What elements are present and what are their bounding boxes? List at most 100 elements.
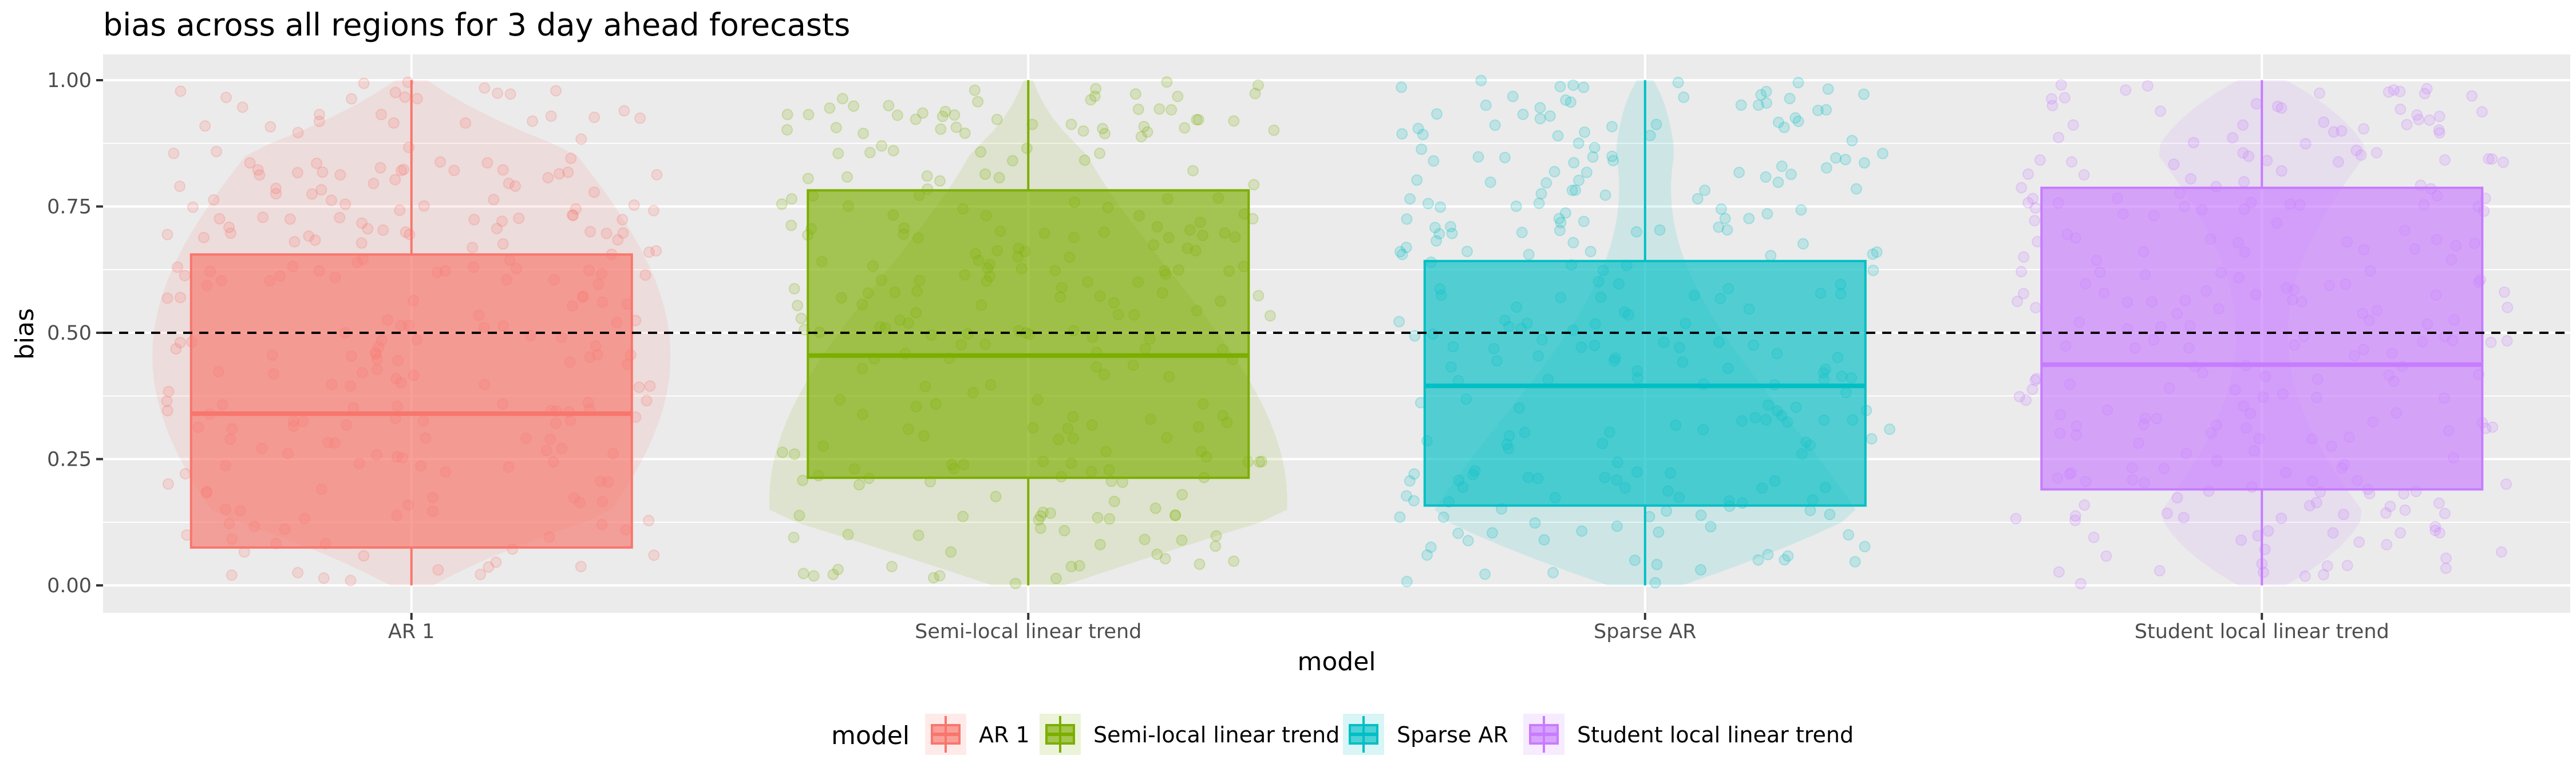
jitter-point <box>2055 79 2067 91</box>
jitter-point <box>1611 520 1623 532</box>
jitter-point <box>270 182 282 194</box>
x-axis-title: model <box>1297 647 1376 676</box>
jitter-point <box>959 127 971 139</box>
jitter-point <box>1517 108 1529 120</box>
jitter-point <box>1630 226 1642 238</box>
jitter-point <box>993 172 1005 184</box>
jitter-point <box>1735 99 1747 111</box>
jitter-point <box>2466 90 2478 102</box>
jitter-point <box>2336 125 2348 137</box>
jitter-point <box>1570 184 1581 196</box>
jitter-point <box>2237 119 2249 131</box>
jitter-point <box>1401 213 1413 225</box>
jitter-point <box>2424 114 2436 126</box>
jitter-point <box>1400 490 1412 502</box>
jitter-point <box>1462 534 1474 546</box>
jitter-point <box>1510 200 1522 213</box>
jitter-point <box>891 109 903 121</box>
jitter-point <box>1820 162 1832 174</box>
jitter-point <box>2370 147 2383 159</box>
jitter-point <box>208 194 220 206</box>
jitter-point <box>504 88 516 100</box>
jitter-point <box>2012 296 2023 308</box>
jitter-point <box>2314 87 2325 99</box>
jitter-point <box>1779 554 1791 566</box>
y-tick-label: 0.75 <box>47 196 92 219</box>
jitter-point <box>2154 565 2166 577</box>
jitter-point <box>864 147 876 159</box>
jitter-point <box>172 261 183 273</box>
jitter-point <box>788 283 800 295</box>
jitter-point <box>567 209 578 221</box>
jitter-point <box>1433 228 1445 240</box>
jitter-point <box>1078 154 1091 166</box>
jitter-point <box>1560 94 1572 106</box>
jitter-point <box>1784 93 1796 104</box>
jitter-point <box>1412 123 1424 135</box>
legend-item: Student local linear trend <box>1523 714 1854 755</box>
jitter-point <box>161 292 173 304</box>
jitter-point <box>1249 88 1261 100</box>
jitter-point <box>468 214 480 226</box>
jitter-point <box>1099 128 1111 140</box>
jitter-point <box>1445 221 1456 233</box>
jitter-point <box>1149 502 1161 514</box>
jitter-point <box>1268 124 1280 136</box>
jitter-point <box>2433 527 2445 539</box>
jitter-point <box>1573 137 1585 149</box>
jitter-point <box>1599 189 1611 201</box>
jitter-point <box>1472 151 1484 163</box>
jitter-point <box>848 100 860 112</box>
jitter-point <box>1045 507 1056 519</box>
jitter-point <box>1573 174 1585 186</box>
jitter-point <box>618 105 630 117</box>
jitter-point <box>1479 568 1491 580</box>
jitter-point <box>2304 499 2316 511</box>
jitter-point <box>643 514 655 526</box>
jitter-point <box>1778 121 1790 133</box>
jitter-point <box>1058 525 1070 537</box>
jitter-point <box>163 385 175 398</box>
jitter-point <box>1428 155 1440 167</box>
jitter-point <box>641 395 653 407</box>
jitter-point <box>1191 114 1203 125</box>
jitter-point <box>2502 301 2514 313</box>
jitter-point <box>2067 119 2079 131</box>
jitter-point <box>374 162 386 174</box>
jitter-point <box>223 221 235 233</box>
jitter-point <box>1567 237 1579 249</box>
legend-label: AR 1 <box>979 722 1030 747</box>
jitter-point <box>1867 265 1879 277</box>
jitter-point <box>1830 152 1842 164</box>
jitter-point <box>990 490 1002 502</box>
jitter-point <box>1555 217 1567 229</box>
jitter-point <box>2487 421 2499 433</box>
jitter-point <box>1429 222 1441 234</box>
jitter-point <box>2328 126 2340 138</box>
jitter-point <box>1037 506 1049 518</box>
jitter-point <box>2399 504 2411 516</box>
jitter-point <box>2495 546 2507 558</box>
jitter-point <box>309 234 321 246</box>
jitter-point <box>1092 511 1104 524</box>
jitter-point <box>1480 99 1492 111</box>
jitter-point <box>1461 246 1473 257</box>
jitter-point <box>644 380 656 392</box>
jitter-point <box>1578 81 1590 93</box>
jitter-point <box>650 245 662 257</box>
jitter-point <box>912 529 924 541</box>
jitter-point <box>460 117 472 129</box>
jitter-point <box>404 229 416 241</box>
jitter-point <box>1484 176 1496 188</box>
jitter-point <box>2271 100 2283 112</box>
jitter-point <box>1762 549 1774 561</box>
jitter-point <box>1435 201 1447 213</box>
jitter-point <box>776 198 788 210</box>
jitter-point <box>1253 290 1265 302</box>
jitter-point <box>1170 510 1182 522</box>
jitter-point <box>1761 97 1772 109</box>
jitter-point <box>553 168 565 180</box>
jitter-point <box>1743 213 1755 225</box>
jitter-point <box>2262 525 2274 537</box>
legend-item: AR 1 <box>925 714 1030 755</box>
